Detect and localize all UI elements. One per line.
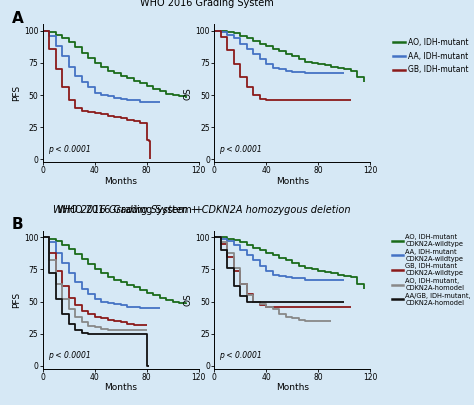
X-axis label: Months: Months (276, 177, 309, 185)
X-axis label: Months: Months (104, 383, 137, 392)
Text: B: B (11, 217, 23, 232)
X-axis label: Months: Months (276, 383, 309, 392)
Y-axis label: OS: OS (184, 293, 193, 306)
Text: WHO 2016 Grading System: WHO 2016 Grading System (139, 0, 273, 8)
Text: A: A (11, 11, 23, 26)
Text: p < 0.0001: p < 0.0001 (48, 351, 91, 360)
Legend: AO, IDH-mutant
CDKN2A-wildtype, AA, IDH-mutant
CDKN2A-wildtype, GB, IDH-mutant
C: AO, IDH-mutant CDKN2A-wildtype, AA, IDH-… (389, 231, 474, 309)
Text: WHO 2016 Grading System +: WHO 2016 Grading System + (58, 205, 206, 215)
Y-axis label: PFS: PFS (12, 85, 21, 101)
Text: WHO 2016 Grading System + CDKN2A homozygous deletion: WHO 2016 Grading System + CDKN2A homozyg… (53, 205, 350, 215)
Text: p < 0.0001: p < 0.0001 (48, 145, 91, 154)
Legend: AO, IDH-mutant, AA, IDH-mutant, GB, IDH-mutant: AO, IDH-mutant, AA, IDH-mutant, GB, IDH-… (390, 35, 472, 77)
Text: p < 0.0001: p < 0.0001 (219, 351, 262, 360)
Text: p < 0.0001: p < 0.0001 (219, 145, 262, 154)
X-axis label: Months: Months (104, 177, 137, 185)
Y-axis label: OS: OS (184, 87, 193, 100)
Y-axis label: PFS: PFS (12, 292, 21, 308)
